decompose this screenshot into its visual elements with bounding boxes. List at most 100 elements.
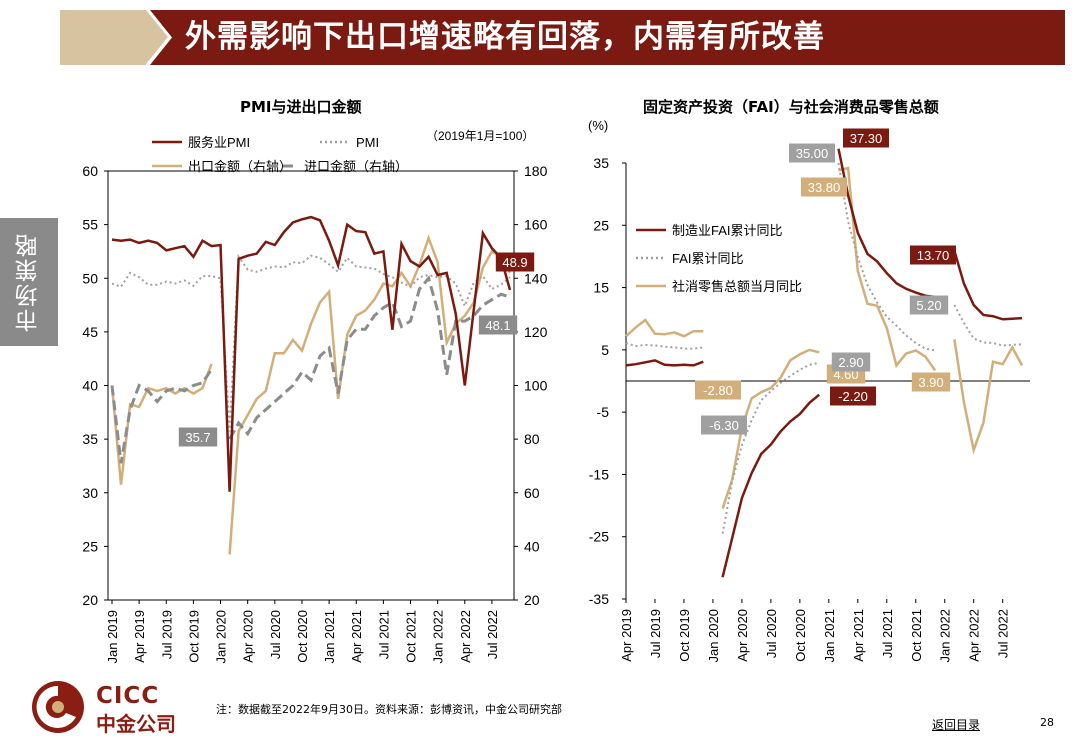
left-chart-note: （2019年1月=100）	[426, 129, 534, 143]
right-y-tick-label: -15	[589, 466, 609, 482]
right-y-tick-label: -25	[589, 529, 609, 545]
left-x-tick-label: Apr 2022	[458, 610, 473, 663]
right-y-tick-label: 35	[593, 155, 609, 171]
left-chart-title: PMI与进出口金额	[240, 98, 362, 116]
right-legend-label: 制造业FAI累计同比	[672, 223, 783, 238]
left-y-tick-label: 55	[82, 217, 98, 233]
pmi-series-line	[111, 253, 511, 432]
left-x-tick-label: Oct 2019	[186, 610, 201, 663]
right-y-tick-label: 25	[593, 217, 609, 233]
mfg-fai-series-line	[625, 148, 1023, 578]
right-annotation-label-box	[910, 245, 956, 265]
right-x-tick-label: Apr 2020	[735, 609, 750, 662]
left-annotation-label-box	[495, 252, 535, 272]
left-annotation-label: 35.7	[185, 430, 210, 445]
right-annotation-label: -6.30	[709, 418, 739, 433]
left-y2-tick-label: 120	[524, 324, 548, 340]
right-y-tick-label: 15	[593, 280, 609, 296]
right-annotation-label: 35.00	[796, 146, 829, 161]
page-number: 28	[1040, 716, 1054, 729]
left-x-tick-label: Apr 2019	[132, 610, 147, 663]
right-annotation-label: -2.80	[703, 383, 733, 398]
left-y-tick-label: 60	[82, 163, 98, 179]
right-annotation-label-box	[830, 386, 876, 406]
left-y-tick-label: 20	[82, 592, 98, 608]
right-annotation-label: 5.20	[916, 298, 941, 313]
right-x-tick-label: Jan 2020	[706, 609, 721, 663]
page-title: 外需影响下出口增速略有回落，内需有所改善	[185, 19, 825, 55]
retail-sales-series-line	[625, 166, 1024, 510]
left-legend-label: PMI	[356, 135, 379, 150]
right-annotation-label-box	[801, 177, 847, 197]
left-x-tick-label: Jul 2020	[268, 610, 283, 659]
left-y2-tick-label: 40	[524, 538, 540, 554]
left-x-tick-label: Jan 2021	[322, 610, 337, 664]
left-y-tick-label: 45	[82, 324, 98, 340]
left-y2-tick-label: 160	[524, 217, 548, 233]
source-note: 注：数据截至2022年9月30日。资料来源：彭博资讯，中金公司研究部	[216, 703, 562, 716]
right-annotation-label: 33.80	[808, 180, 841, 195]
right-annotation-label-box	[909, 295, 949, 315]
right-annotation-label-box	[843, 128, 889, 148]
right-annotation-label-box	[695, 380, 741, 400]
right-x-tick-label: Jul 2019	[648, 609, 663, 658]
logo-text-en: CICC	[96, 683, 160, 709]
right-annotation-label: 3.90	[918, 375, 943, 390]
right-x-tick-label: Apr 2021	[851, 609, 866, 662]
right-annotation-label-box	[831, 352, 871, 372]
right-x-tick-label: Oct 2019	[677, 609, 692, 662]
right-y-unit: (%)	[588, 118, 608, 133]
right-x-tick-label: Apr 2022	[967, 609, 982, 662]
left-y2-tick-label: 80	[524, 431, 540, 447]
right-annotation-label-box	[701, 415, 747, 435]
left-y2-tick-label: 180	[524, 163, 548, 179]
left-annotation-label: 48.1	[485, 318, 510, 333]
logo-text-cn: 中金公司	[96, 712, 176, 736]
title-banner	[150, 10, 1065, 65]
left-y2-tick-label: 60	[524, 485, 540, 501]
left-legend-label: 进口金额（右轴）	[304, 159, 408, 174]
right-chart-title: 固定资产投资（FAI）与社会消费品零售总额	[643, 98, 939, 116]
left-y2-tick-label: 20	[524, 592, 540, 608]
right-x-tick-label: Jul 2020	[764, 609, 779, 658]
left-x-tick-label: Jan 2019	[105, 610, 120, 664]
right-annotation-label: 2.90	[838, 355, 863, 370]
right-x-tick-label: Jan 2022	[938, 609, 953, 663]
right-annotation-label-box	[789, 143, 835, 163]
left-x-tick-label: Oct 2021	[404, 610, 419, 663]
left-plot-frame	[107, 170, 515, 601]
left-y-tick-label: 50	[82, 270, 98, 286]
side-tab[interactable]	[0, 218, 58, 346]
left-y-tick-label: 40	[82, 378, 98, 394]
left-x-tick-label: Jul 2021	[376, 610, 391, 659]
right-x-tick-label: Oct 2021	[909, 609, 924, 662]
left-legend-label: 出口金额（右轴）	[188, 159, 292, 174]
right-y-tick-label: 5	[601, 342, 609, 358]
cicc-logo-icon	[32, 681, 84, 733]
left-x-tick-label: Jan 2020	[214, 610, 229, 664]
right-x-tick-label: Jan 2021	[822, 609, 837, 663]
right-y-tick-label: -35	[589, 591, 609, 607]
fai-series-line	[625, 162, 1023, 534]
left-y-tick-label: 30	[82, 485, 98, 501]
right-x-tick-label: Oct 2020	[793, 609, 808, 662]
back-to-toc-link[interactable]: 返回目录	[932, 718, 981, 732]
left-y-tick-label: 35	[82, 431, 98, 447]
left-y-tick-label: 25	[82, 538, 98, 554]
right-annotation-label-box	[911, 372, 951, 392]
import-series-line	[110, 275, 511, 464]
left-annotation-label: 48.9	[502, 255, 527, 270]
left-x-tick-label: Apr 2021	[349, 610, 364, 663]
banner-accent	[60, 10, 146, 65]
left-x-tick-label: Jan 2022	[431, 610, 446, 664]
left-x-tick-label: Oct 2020	[295, 610, 310, 663]
right-x-tick-label: Jul 2022	[996, 609, 1011, 658]
services-pmi-series-line	[111, 215, 512, 492]
right-annotation-label: 37.30	[850, 131, 883, 146]
left-annotation-label-box	[178, 427, 218, 447]
right-legend-label: FAI累计同比	[672, 251, 744, 266]
left-annotation-label-box	[478, 315, 518, 335]
right-legend-label: 社消零售总额当月同比	[672, 279, 802, 294]
right-annotation-label: -2.20	[838, 389, 868, 404]
